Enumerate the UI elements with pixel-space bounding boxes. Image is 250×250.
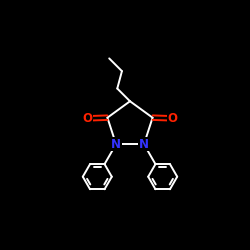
Text: N: N (111, 138, 121, 151)
Text: N: N (139, 138, 149, 151)
Text: O: O (168, 112, 177, 125)
Text: O: O (82, 112, 92, 125)
